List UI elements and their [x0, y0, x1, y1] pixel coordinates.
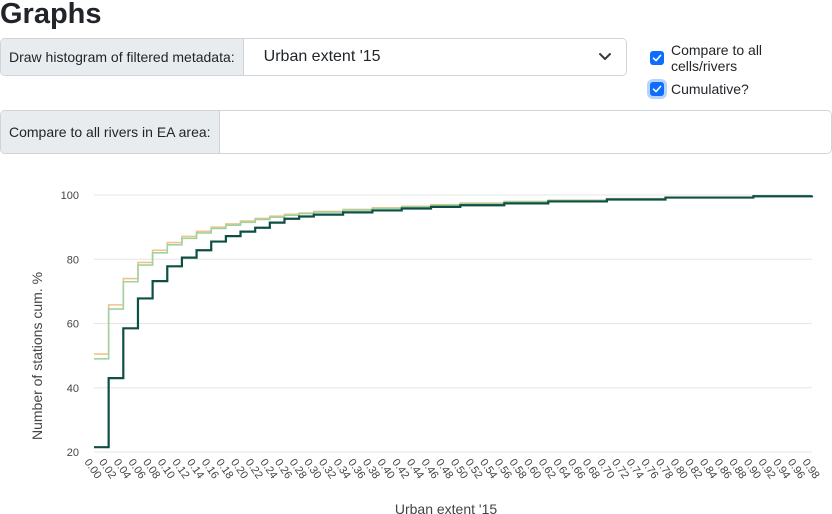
y-tick-label: 20 [67, 447, 79, 459]
cumulative-histogram-chart: 20 40 60 80 100 0.000.020.040.060.080.100.12… [29, 190, 822, 514]
histogram-metadata-value: Urban extent '15 [263, 48, 381, 65]
series-line-2 [94, 195, 813, 360]
rivers-compare-group: Compare to all rivers in EA area: [0, 110, 832, 154]
grid-lines [94, 194, 812, 453]
compare-all-label: Compare to all cells/rivers [671, 42, 763, 74]
cumulative-label: Cumulative? [671, 81, 749, 97]
series-line-1 [94, 195, 813, 355]
page-title: Graphs [0, 0, 102, 30]
y-axis-title: Number of stations cum. % [29, 272, 45, 440]
chevron-down-icon [599, 53, 611, 60]
histogram-metadata-group: Draw histogram of filtered metadata: Urb… [0, 38, 627, 76]
checkbox-checked-icon [650, 82, 664, 96]
y-tick-label: 60 [67, 319, 79, 331]
compare-all-checkbox[interactable]: Compare to all cells/rivers [650, 42, 832, 74]
x-tick-labels: 0.000.020.040.060.080.100.120.140.160.18… [82, 457, 822, 481]
checkbox-checked-icon [650, 51, 664, 65]
x-axis-title: Urban extent '15 [395, 501, 498, 514]
histogram-metadata-label: Draw histogram of filtered metadata: [1, 39, 244, 75]
options-checks: Compare to all cells/rivers Cumulative? [650, 42, 832, 109]
rivers-compare-input[interactable] [219, 111, 831, 153]
cumulative-checkbox[interactable]: Cumulative? [650, 78, 832, 100]
y-tick-label: 80 [67, 254, 79, 266]
y-tick-labels: 20 40 60 80 100 [61, 190, 79, 459]
y-tick-label: 100 [61, 190, 79, 202]
y-tick-label: 40 [67, 383, 79, 395]
series-line-3 [94, 195, 814, 449]
rivers-compare-label: Compare to all rivers in EA area: [1, 111, 220, 153]
series-layer [94, 195, 814, 449]
histogram-metadata-select[interactable]: Urban extent '15 [243, 39, 626, 75]
